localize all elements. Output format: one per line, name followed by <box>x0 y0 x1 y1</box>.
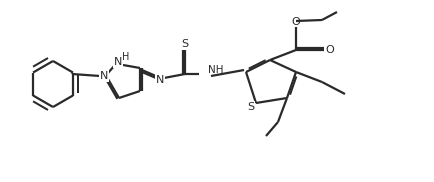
Text: O: O <box>291 17 300 27</box>
Text: S: S <box>247 102 254 112</box>
Text: N: N <box>99 71 108 81</box>
Text: N: N <box>155 75 164 85</box>
Text: O: O <box>325 45 334 55</box>
Text: NH: NH <box>207 65 223 75</box>
Text: H: H <box>122 52 129 62</box>
Text: S: S <box>181 39 188 49</box>
Text: N: N <box>114 57 122 67</box>
